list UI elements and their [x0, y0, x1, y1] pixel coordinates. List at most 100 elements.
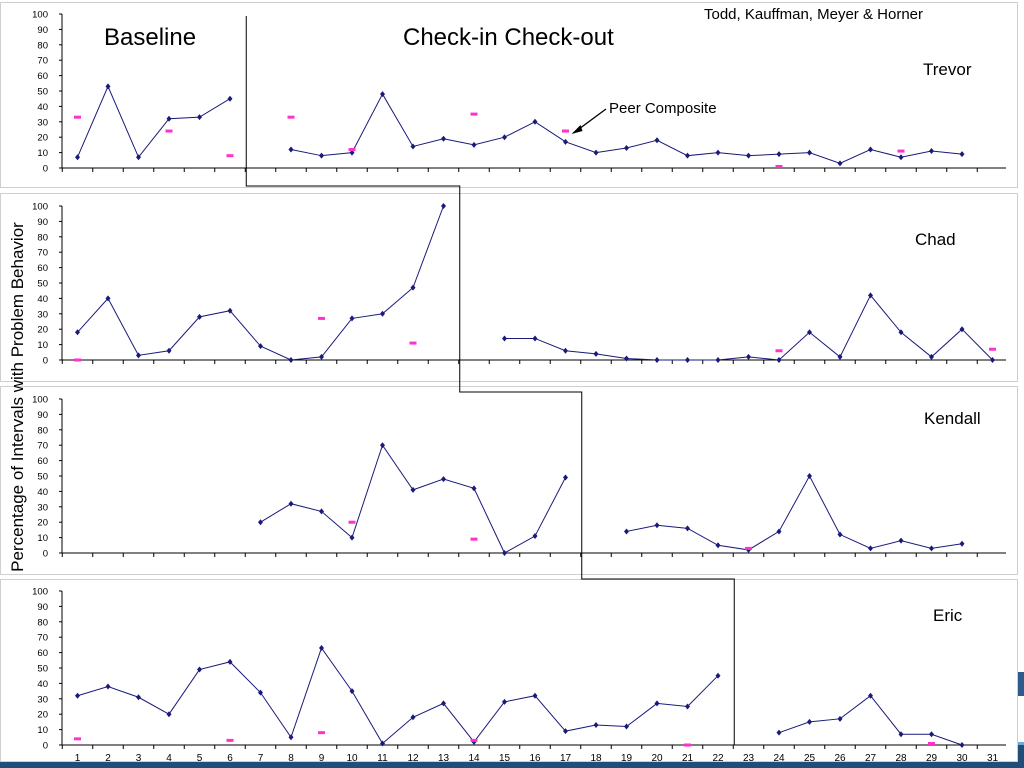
panel-name-kendall: Kendall	[924, 409, 981, 428]
student-data-point	[532, 692, 538, 699]
x-tick-label: 22	[712, 753, 724, 764]
student-data-point	[410, 284, 416, 291]
x-tick-label: 7	[258, 753, 264, 764]
student-data-point	[166, 347, 172, 354]
student-data-point	[715, 357, 721, 363]
x-tick-label: 14	[468, 753, 480, 764]
student-data-point	[746, 353, 751, 360]
y-tick-label: 40	[37, 294, 48, 305]
student-data-point	[75, 154, 80, 161]
y-tick-label: 10	[37, 725, 48, 736]
student-data-point	[776, 528, 782, 535]
peer-composite-marker	[74, 358, 81, 362]
student-data-point	[898, 329, 904, 336]
student-data-point	[654, 700, 660, 707]
y-tick-label: 40	[37, 487, 48, 498]
student-data-point	[380, 310, 385, 317]
student-data-point	[349, 688, 355, 695]
y-tick-label: 20	[37, 325, 48, 336]
peer-composite-marker	[470, 738, 478, 742]
student-data-point	[227, 95, 233, 102]
peer-composite-marker	[226, 154, 234, 158]
student-data-point	[654, 522, 660, 529]
student-data-point	[380, 91, 385, 98]
peer-composite-marker	[348, 520, 356, 524]
x-tick-label: 10	[346, 753, 358, 764]
y-tick-label: 50	[37, 279, 48, 290]
student-data-point	[227, 307, 233, 314]
x-tick-label: 26	[834, 753, 846, 764]
student-data-point	[959, 540, 965, 547]
student-data-point	[136, 352, 141, 359]
student-data-point	[136, 154, 141, 161]
student-data-point	[471, 485, 477, 492]
student-data-point	[441, 476, 446, 483]
y-tick-label: 100	[32, 10, 48, 21]
student-data-point	[502, 134, 507, 141]
student-data-point	[868, 292, 873, 299]
y-tick-label: 10	[37, 340, 48, 351]
y-tick-label: 10	[37, 533, 48, 544]
x-tick-label: 2	[105, 753, 111, 764]
peer-composite-marker	[226, 738, 234, 742]
student-data-point	[929, 545, 934, 552]
student-data-point	[166, 115, 172, 122]
student-data-point	[563, 138, 568, 145]
student-data-point	[75, 329, 80, 336]
y-tick-label: 60	[37, 456, 48, 467]
peer-composite-marker	[318, 316, 325, 320]
student-data-point	[349, 315, 355, 322]
x-tick-label: 18	[590, 753, 602, 764]
peer-composite-marker	[989, 347, 996, 351]
y-tick-label: 40	[37, 102, 48, 113]
student-data-point	[319, 152, 324, 159]
peer-composite-marker	[470, 537, 478, 541]
panel-background-trevor	[0, 2, 1018, 188]
student-data-point	[593, 149, 599, 156]
x-tick-label: 19	[621, 753, 633, 764]
student-data-point	[746, 152, 751, 159]
y-tick-label: 80	[37, 617, 48, 628]
y-tick-label: 90	[37, 602, 48, 613]
y-tick-label: 100	[32, 587, 48, 598]
phase-change-line	[245, 16, 735, 745]
y-tick-label: 0	[43, 356, 48, 367]
panel-name-chad: Chad	[915, 230, 956, 249]
peer-composite-marker	[684, 743, 691, 747]
student-data-point	[227, 658, 233, 665]
student-data-point	[868, 146, 873, 153]
student-data-point	[380, 740, 385, 747]
student-data-point	[837, 160, 843, 167]
y-tick-label: 80	[37, 40, 48, 51]
peer-composite-marker	[318, 731, 325, 735]
y-tick-label: 50	[37, 472, 48, 483]
student-data-point	[898, 154, 904, 161]
y-axis-label: Percentage of Intervals with Problem Beh…	[8, 222, 27, 572]
y-tick-label: 60	[37, 648, 48, 659]
student-data-point	[715, 542, 721, 549]
x-tick-label: 15	[499, 753, 511, 764]
x-tick-label: 30	[956, 753, 968, 764]
y-tick-label: 0	[43, 741, 48, 752]
student-data-point	[502, 698, 507, 705]
student-data-point	[288, 146, 294, 153]
student-data-point	[502, 335, 507, 342]
student-data-point	[837, 353, 843, 360]
student-data-point	[563, 728, 568, 735]
student-series-line-kendall	[626, 474, 963, 551]
y-tick-label: 80	[37, 232, 48, 243]
student-data-point	[288, 357, 294, 363]
student-data-point	[624, 723, 629, 730]
y-tick-label: 20	[37, 133, 48, 144]
student-data-point	[441, 135, 446, 142]
panel-trevor: 0 10 20 30 40 50 60 70 80 90 100	[32, 10, 1006, 175]
y-tick-label: 90	[37, 217, 48, 228]
y-tick-label: 30	[37, 502, 48, 513]
y-tick-label: 30	[37, 309, 48, 320]
y-tick-label: 50	[37, 87, 48, 98]
x-tick-label: 17	[560, 753, 572, 764]
student-data-point	[349, 534, 355, 541]
peer-composite-marker	[775, 349, 783, 353]
student-data-point	[410, 486, 416, 493]
